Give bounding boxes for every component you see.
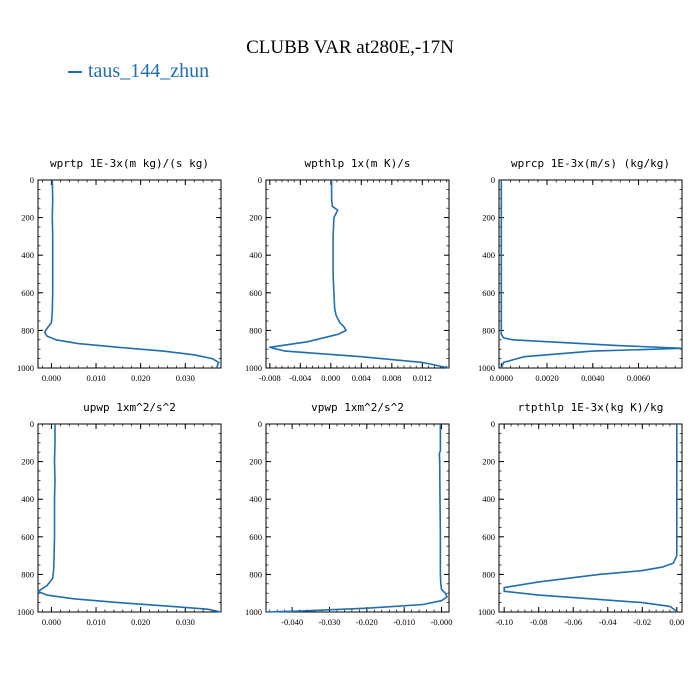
- x-tick-label: -0.06: [564, 617, 582, 627]
- y-tick-label: 1000: [478, 363, 495, 373]
- series-line: [503, 424, 678, 613]
- x-tick-label: -0.04: [599, 617, 617, 627]
- y-tick-label: 600: [21, 288, 34, 298]
- y-tick-label: 800: [249, 569, 262, 579]
- x-tick-label: 0.000: [42, 617, 61, 627]
- x-tick-label: 0.000: [42, 373, 61, 383]
- y-tick-label: 800: [482, 569, 495, 579]
- x-tick-label: 0.010: [86, 373, 105, 383]
- y-tick-label: 1000: [478, 607, 495, 617]
- y-tick-label: 800: [482, 325, 495, 335]
- x-tick-label: 0.004: [352, 373, 372, 383]
- x-tick-label: 0.000: [321, 373, 340, 383]
- chart-panel-6: rtpthlp 1E-3x(kg K)/kg02004006008001000-…: [478, 401, 684, 627]
- x-tick-label: 0.0040: [581, 373, 604, 383]
- y-tick-label: 0: [491, 419, 495, 429]
- panel-title: upwp 1xm^2/s^2: [83, 401, 176, 414]
- x-tick-label: 0.012: [413, 373, 432, 383]
- y-tick-label: 1000: [17, 607, 34, 617]
- y-tick-label: 400: [482, 494, 495, 504]
- x-tick-label: -0.020: [356, 617, 378, 627]
- panel-title: rtpthlp 1E-3x(kg K)/kg: [518, 401, 664, 414]
- series-line: [37, 424, 222, 613]
- plot-frame: [37, 179, 222, 369]
- y-tick-label: 200: [249, 457, 262, 467]
- x-tick-label: 0.020: [131, 617, 150, 627]
- x-tick-label: 0.00: [669, 617, 684, 627]
- x-tick-label: 0.030: [176, 617, 195, 627]
- x-tick-label: 0.020: [131, 373, 150, 383]
- y-tick-label: 800: [249, 325, 262, 335]
- panel-title: wpthlp 1x(m K)/s: [305, 157, 411, 170]
- y-tick-label: 1000: [17, 363, 34, 373]
- x-tick-label: 0.0000: [490, 373, 513, 383]
- x-tick-label: -0.008: [259, 373, 281, 383]
- legend: taus_144_zhun: [68, 60, 209, 83]
- series-line: [500, 180, 683, 369]
- legend-label: taus_144_zhun: [88, 60, 210, 82]
- x-tick-label: -0.040: [281, 617, 303, 627]
- chart-panel-3: wprcp 1E-3x(m/s) (kg/kg) 0 200 400 600 800 100…: [478, 157, 683, 383]
- y-tick-label: 0: [258, 175, 262, 185]
- plot-frame: [265, 179, 450, 369]
- y-tick-label: 400: [21, 494, 34, 504]
- y-tick-label: 600: [249, 288, 262, 298]
- x-tick-label: -0.000: [431, 617, 453, 627]
- panel-title: wprcp 1E-3x(m/s) (kg/kg): [511, 157, 670, 170]
- x-tick-label: -0.10: [495, 617, 513, 627]
- y-tick-label: 1000: [245, 607, 262, 617]
- x-tick-label: 0.0020: [535, 373, 558, 383]
- x-tick-label: -0.030: [319, 617, 341, 627]
- x-tick-label: 0.008: [382, 373, 401, 383]
- x-tick-label: -0.08: [530, 617, 548, 627]
- y-tick-label: 600: [482, 288, 495, 298]
- y-tick-label: 0: [30, 175, 34, 185]
- y-tick-label: 400: [21, 250, 34, 260]
- y-tick-label: 800: [21, 569, 34, 579]
- y-tick-label: 0: [491, 175, 495, 185]
- x-tick-label: 0.030: [176, 373, 195, 383]
- legend-line-swatch: [68, 70, 82, 73]
- y-tick-label: 0: [30, 419, 34, 429]
- x-tick-label: -0.010: [393, 617, 415, 627]
- y-tick-label: 400: [249, 494, 262, 504]
- y-tick-label: 1000: [245, 363, 262, 373]
- y-tick-label: 600: [21, 532, 34, 542]
- series-line: [268, 180, 450, 369]
- y-tick-label: 600: [482, 532, 495, 542]
- plot-frame: [265, 423, 450, 613]
- y-tick-label: 200: [482, 213, 495, 223]
- series-line: [265, 424, 448, 613]
- y-tick-label: 200: [249, 213, 262, 223]
- panel-title: wprtp 1E-3x(m kg)/(s kg): [50, 157, 209, 170]
- chart-panel-5: vpwp 1xm^2/s^2 0 200 400 600 800 1000 -0.040 -0.…: [245, 401, 453, 627]
- y-tick-label: 0: [258, 419, 262, 429]
- panel-title: vpwp 1xm^2/s^2: [311, 401, 404, 414]
- series-line: [43, 179, 220, 369]
- y-tick-label: 400: [482, 250, 495, 260]
- plot-frame: [37, 423, 222, 613]
- chart-panel-2: wpthlp 1x(m K)/s 0 200 400 600 800 1000-0.008-…: [245, 157, 450, 383]
- page-title: CLUBB VAR at280E,-17N: [246, 37, 454, 58]
- x-tick-label: 0.0060: [627, 373, 650, 383]
- x-tick-label: -0.02: [633, 617, 651, 627]
- chart-panel-1: wprtp 1E-3x(m kg)/(s kg) 0 200 400 600 800 100…: [17, 157, 222, 383]
- y-tick-label: 400: [249, 250, 262, 260]
- chart-panel-4: upwp 1xm^2/s^2 0 200 400 600 800 1000 0.000 0.01…: [17, 401, 222, 627]
- y-tick-label: 200: [21, 213, 34, 223]
- y-tick-label: 800: [21, 325, 34, 335]
- y-tick-label: 200: [21, 457, 34, 467]
- y-tick-label: 200: [482, 457, 495, 467]
- y-tick-label: 600: [249, 532, 262, 542]
- x-tick-label: 0.010: [86, 617, 105, 627]
- x-tick-label: -0.004: [289, 373, 312, 383]
